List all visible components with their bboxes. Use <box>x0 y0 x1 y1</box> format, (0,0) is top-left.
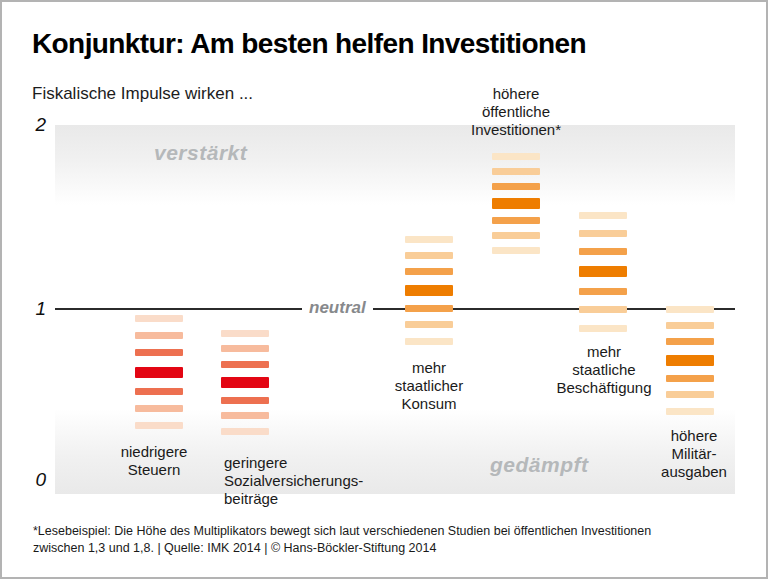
y-axis-tick-2: 2 <box>16 114 46 136</box>
chart-footnote: *Lesebeispiel: Die Höhe des Multiplikato… <box>33 523 651 556</box>
y-axis-tick-0: 0 <box>16 469 46 491</box>
chart-title: Konjunktur: Am besten helfen Investition… <box>32 28 586 60</box>
chart-subtitle: Fiskalische Impulse wirken ... <box>32 84 253 104</box>
y-axis-tick-1: 1 <box>16 298 46 320</box>
plot-gradient-top <box>55 125 735 205</box>
footnote-line-2: zwischen 1,3 und 1,8. | Quelle: IMK 2014… <box>33 540 651 557</box>
plot-gradient-bottom <box>55 409 735 494</box>
zone-label-gedaempft: gedämpft <box>490 453 589 477</box>
zone-label-verstaerkt: verstärkt <box>154 141 247 165</box>
zone-label-neutral: neutral <box>302 298 373 318</box>
neutral-reference-line <box>55 308 735 310</box>
infographic-frame: Konjunktur: Am besten helfen Investition… <box>0 0 768 579</box>
footnote-line-1: *Lesebeispiel: Die Höhe des Multiplikato… <box>33 523 651 540</box>
